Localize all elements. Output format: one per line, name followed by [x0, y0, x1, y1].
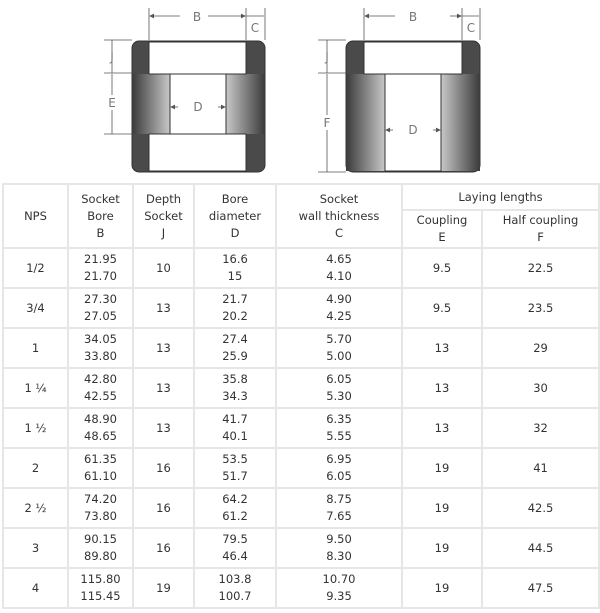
- cell-socket-bore: 90.15 89.80: [67, 527, 134, 569]
- cell-depth-socket: 10: [132, 247, 195, 289]
- cell-wall-thickness: 6.05 5.30: [275, 367, 403, 409]
- dim-label-c: C: [251, 21, 259, 35]
- cell-coupling: 9.5: [401, 247, 483, 289]
- cell-bore-diameter: 35.8 34.3: [193, 367, 277, 409]
- cell-bore-diameter: 64.2 61.2: [193, 487, 277, 529]
- half-coupling-diagram: B C J F D: [318, 8, 481, 173]
- header-socket-bore: Socket Bore B: [67, 183, 134, 249]
- dim-label-e: E: [108, 96, 116, 110]
- cell-coupling: 13: [401, 407, 483, 449]
- cell-bore-diameter: 21.7 20.2: [193, 287, 277, 329]
- header-wall-thickness: Socket wall thickness C: [275, 183, 403, 249]
- cell-wall-thickness: 6.95 6.05: [275, 447, 403, 489]
- cell-coupling: 19: [401, 567, 483, 609]
- table-row: 1 34.05 33.80 13 27.4 25.9 5.70 5.00 13 29: [2, 327, 600, 369]
- cell-socket-bore: 34.05 33.80: [67, 327, 134, 369]
- table-row: 2 61.35 61.10 16 53.5 51.7 6.95 6.05 19 41: [2, 447, 600, 489]
- cell-nps: 3: [2, 527, 69, 569]
- header-coupling: Coupling E: [401, 209, 483, 249]
- cell-wall-thickness: 10.70 9.35: [275, 567, 403, 609]
- table-row: 3/4 27.30 27.05 13 21.7 20.2 4.90 4.25 9.5 23.5: [2, 287, 600, 329]
- table-row: 1/2 21.95 21.70 10 16.6 15 4.65 4.10 9.5 22.5: [2, 247, 600, 289]
- cell-depth-socket: 13: [132, 287, 195, 329]
- cell-depth-socket: 13: [132, 367, 195, 409]
- cell-socket-bore: 48.90 48.65: [67, 407, 134, 449]
- cell-socket-bore: 74.20 73.80: [67, 487, 134, 529]
- table-row: 1 ½ 48.90 48.65 13 41.7 40.1 6.35 5.55 13 32: [2, 407, 600, 449]
- full-coupling-diagram: B C J E D: [104, 8, 266, 173]
- cell-coupling: 19: [401, 487, 483, 529]
- table-row: 4 115.80 115.45 19 103.8 100.7 10.70 9.35 19 47.5: [2, 567, 600, 609]
- dim-label-d: D: [193, 100, 202, 114]
- cell-half-coupling: 32: [480, 407, 600, 449]
- table-row: 2 ½ 74.20 73.80 16 64.2 61.2 8.75 7.65 19 42.5: [2, 487, 600, 529]
- dim-label-b: B: [409, 10, 417, 24]
- cell-depth-socket: 19: [132, 567, 195, 609]
- cell-depth-socket: 16: [132, 487, 195, 529]
- cell-nps: 1 ½: [2, 407, 69, 449]
- header-depth-socket: Depth Socket J: [132, 183, 195, 249]
- dim-label-j: J: [109, 50, 114, 64]
- cell-half-coupling: 22.5: [480, 247, 600, 289]
- cell-bore-diameter: 103.8 100.7: [193, 567, 277, 609]
- cell-coupling: 19: [401, 447, 483, 489]
- cell-socket-bore: 27.30 27.05: [67, 287, 134, 329]
- dim-label-d: D: [408, 123, 417, 137]
- cell-depth-socket: 16: [132, 527, 195, 569]
- cell-nps: 1: [2, 327, 69, 369]
- cell-bore-diameter: 79.5 46.4: [193, 527, 277, 569]
- dim-label-f: F: [324, 116, 331, 130]
- cell-bore-diameter: 16.6 15: [193, 247, 277, 289]
- cell-bore-diameter: 53.5 51.7: [193, 447, 277, 489]
- cell-half-coupling: 41: [480, 447, 600, 489]
- dim-label-j: J: [324, 50, 329, 64]
- cell-nps: 1/2: [2, 247, 69, 289]
- coupling-diagrams: B C J E D B C J F D: [104, 8, 481, 173]
- dimensions-table: NPS Socket Bore B Depth Socket J Bore diamete…: [2, 183, 600, 609]
- cell-bore-diameter: 41.7 40.1: [193, 407, 277, 449]
- header-laying-lengths: Laying lengths: [400, 183, 600, 211]
- cell-nps: 3/4: [2, 287, 69, 329]
- cell-bore-diameter: 27.4 25.9: [193, 327, 277, 369]
- cell-depth-socket: 16: [132, 447, 195, 489]
- cell-depth-socket: 13: [132, 407, 195, 449]
- cell-nps: 4: [2, 567, 69, 609]
- cell-coupling: 19: [401, 527, 483, 569]
- cell-half-coupling: 30: [480, 367, 600, 409]
- cell-half-coupling: 29: [480, 327, 600, 369]
- cell-socket-bore: 42.80 42.55: [67, 367, 134, 409]
- table-row: 1 ¼ 42.80 42.55 13 35.8 34.3 6.05 5.30 13 30: [2, 367, 600, 409]
- table-row: 3 90.15 89.80 16 79.5 46.4 9.50 8.30 19 44.5: [2, 527, 600, 569]
- cell-socket-bore: 61.35 61.10: [67, 447, 134, 489]
- header-bore-diameter: Bore diameter D: [193, 183, 277, 249]
- cell-wall-thickness: 5.70 5.00: [275, 327, 403, 369]
- cell-nps: 2 ½: [2, 487, 69, 529]
- cell-half-coupling: 44.5: [480, 527, 600, 569]
- cell-wall-thickness: 8.75 7.65: [275, 487, 403, 529]
- cell-half-coupling: 23.5: [480, 287, 600, 329]
- cell-half-coupling: 47.5: [480, 567, 600, 609]
- cell-coupling: 9.5: [401, 287, 483, 329]
- cell-wall-thickness: 4.65 4.10: [275, 247, 403, 289]
- cell-wall-thickness: 9.50 8.30: [275, 527, 403, 569]
- header-half-coupling: Half coupling F: [480, 209, 600, 249]
- cell-socket-bore: 115.80 115.45: [67, 567, 134, 609]
- dim-label-c: C: [467, 21, 475, 35]
- cell-depth-socket: 13: [132, 327, 195, 369]
- cell-coupling: 13: [401, 327, 483, 369]
- cell-half-coupling: 42.5: [480, 487, 600, 529]
- cell-wall-thickness: 6.35 5.55: [275, 407, 403, 449]
- cell-nps: 2: [2, 447, 69, 489]
- cell-coupling: 13: [401, 367, 483, 409]
- dim-label-b: B: [193, 10, 201, 24]
- cell-socket-bore: 21.95 21.70: [67, 247, 134, 289]
- header-nps: NPS: [2, 183, 69, 249]
- cell-nps: 1 ¼: [2, 367, 69, 409]
- cell-wall-thickness: 4.90 4.25: [275, 287, 403, 329]
